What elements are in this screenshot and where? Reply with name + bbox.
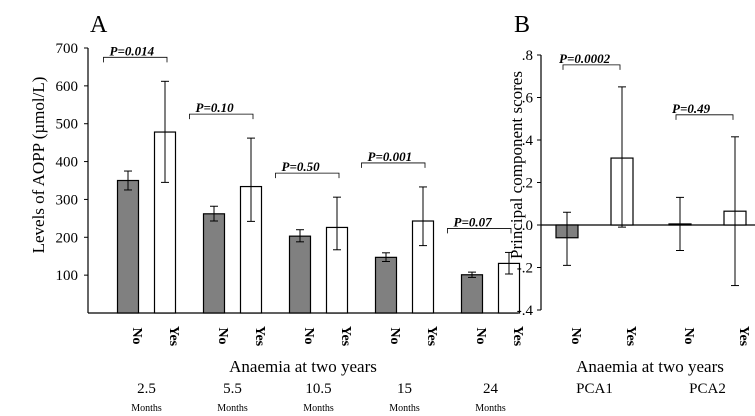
panel-b-p-value: P=0.0002	[559, 51, 611, 66]
panel-a-category-label: Yes	[510, 326, 525, 347]
panel-a-p-value: P=0.014	[110, 43, 155, 58]
panel-a-y-axis-title: Levels of AOPP (µmol/L)	[29, 77, 48, 254]
panel-a-bar	[202, 213, 226, 314]
panel-b-x-axis-title: Anaemia at two years	[576, 357, 724, 376]
panel-a-group-label: 15	[397, 381, 412, 397]
panel-b-category-label: No	[568, 327, 583, 344]
panel-b-y-axis-title: Principal component scores	[507, 71, 526, 259]
panel-a-p-value: P=0.07	[454, 214, 493, 229]
panel-b-p-value: P=0.49	[672, 101, 711, 116]
panel-b-group-label: PCA2	[689, 381, 726, 397]
panel-a: A Levels of AOPP (µmol/L) Anaemia at two…	[29, 12, 525, 414]
panel-a-category-label: No	[473, 327, 488, 344]
panel-a-y-tick-label: 600	[56, 79, 79, 95]
panel-b-y-tick-label: -.2	[517, 261, 533, 277]
panel-b-group-label: PCA1	[576, 381, 613, 397]
panel-a-group-sublabel: Months	[475, 403, 506, 414]
panel-a-bar	[116, 179, 140, 314]
panel-b-y-ticks: .8 .6 .4 .2 .0 -.2 -.4	[517, 48, 541, 319]
panel-a-y-tick-label: 500	[56, 117, 79, 133]
panel-a-category-label: Yes	[252, 326, 267, 347]
panel-a-category-label: Yes	[424, 326, 439, 347]
panel-b: B Principal component scores Anaemia at …	[507, 12, 755, 397]
panel-a-group-label: 2.5	[137, 381, 156, 397]
panel-a-y-tick-label: 700	[56, 41, 79, 57]
panel-a-p-bracket	[189, 113, 254, 120]
panel-a-y-ticks: 100 200 300 400 500 600 700	[56, 41, 88, 284]
panel-a-y-tick-label: 400	[56, 155, 79, 171]
panel-a-category-label: No	[387, 327, 402, 344]
panel-a-bar	[460, 274, 484, 314]
panel-a-letter: A	[90, 12, 108, 38]
panel-b-group-labels: PCA1 PCA2	[576, 381, 726, 397]
panel-b-y-tick-label: .4	[522, 133, 534, 149]
panel-a-group-label: 5.5	[223, 381, 242, 397]
panel-b-axes	[540, 55, 755, 310]
panel-b-p-bracket	[562, 64, 621, 70]
panel-a-p-value: P=0.50	[282, 159, 321, 174]
panel-b-y-tick-label: .6	[522, 91, 534, 107]
panel-a-group-sublabel: Months	[131, 403, 162, 414]
panel-a-p-bracket	[103, 56, 168, 63]
panel-a-bars	[116, 80, 521, 314]
panel-b-bars	[555, 86, 747, 287]
panel-a-p-bracket	[275, 172, 340, 179]
panel-a-p-values: P=0.014 P=0.10 P=0.50 P=0.001 P=0.07	[103, 43, 512, 234]
panel-a-group-labels: 2.5 Months 5.5 Months 10.5 Months 15 Months 24 Mo…	[131, 381, 506, 414]
panel-a-group-label: 10.5	[305, 381, 331, 397]
panel-a-x-axis-title: Anaemia at two years	[229, 357, 377, 376]
panel-b-category-label: Yes	[623, 326, 638, 347]
panel-b-letter: B	[514, 12, 530, 38]
panel-b-y-tick-label: .0	[522, 218, 533, 234]
panel-a-category-label: No	[301, 327, 316, 344]
panel-b-p-values: P=0.0002 P=0.49	[559, 51, 734, 120]
panel-a-y-tick-label: 100	[56, 268, 79, 284]
panel-a-p-bracket	[447, 228, 512, 234]
panel-a-bar	[374, 256, 398, 314]
panel-a-bar	[288, 235, 312, 314]
panel-a-p-bracket	[361, 162, 426, 168]
panel-a-p-value: P=0.001	[368, 149, 413, 164]
panel-a-category-labels: No Yes No Yes No Yes No Yes No Yes	[129, 326, 525, 347]
panel-a-group-sublabel: Months	[217, 403, 248, 414]
panel-b-category-labels: No Yes No Yes	[568, 326, 751, 347]
panel-a-y-tick-label: 300	[56, 192, 79, 208]
panel-b-y-tick-label: .2	[522, 176, 533, 192]
panel-a-category-label: No	[129, 327, 144, 344]
panel-b-p-bracket	[675, 114, 734, 120]
panel-a-group-sublabel: Months	[389, 403, 420, 414]
panel-b-category-label: Yes	[736, 326, 751, 347]
panel-b-category-label: No	[681, 327, 696, 344]
panel-a-group-label: 24	[483, 381, 499, 397]
panel-a-p-value: P=0.10	[196, 100, 235, 115]
panel-a-group-sublabel: Months	[303, 403, 334, 414]
panel-b-y-tick-label: -.4	[517, 303, 534, 319]
panel-b-y-tick-label: .8	[522, 48, 533, 64]
panel-a-category-label: Yes	[338, 326, 353, 347]
panel-a-y-tick-label: 200	[56, 230, 79, 246]
panel-a-category-label: Yes	[166, 326, 181, 347]
panel-a-category-label: No	[215, 327, 230, 344]
